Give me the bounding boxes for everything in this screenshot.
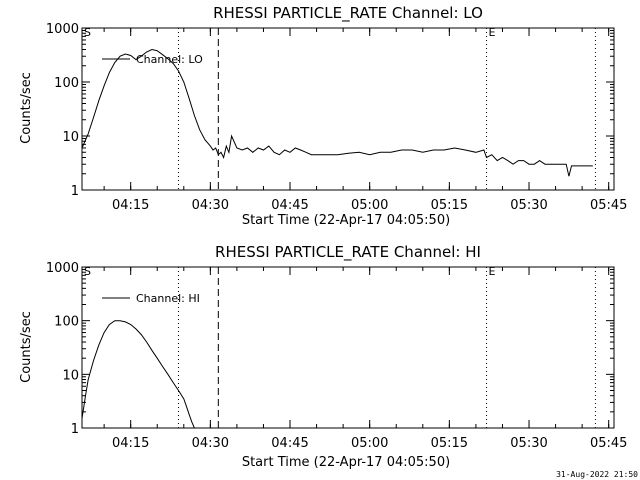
y-axis-label: Counts/sec (19, 72, 34, 144)
x-tick-label: 05:30 (510, 198, 547, 213)
y-axis-label: Counts/sec (19, 311, 34, 383)
y-tick-label: 1 (71, 422, 79, 437)
plot-frame (81, 266, 615, 429)
x-tick-label: 05:00 (351, 198, 388, 213)
y-tick-label: 1 (71, 184, 79, 199)
chart-title: RHESSI PARTICLE_RATE Channel: LO (213, 4, 483, 23)
x-tick-label: 05:45 (590, 198, 627, 213)
x-tick-label: 04:45 (271, 198, 308, 213)
series-line (82, 320, 195, 428)
x-tick-label: 04:30 (192, 198, 229, 213)
plot-frame (81, 27, 615, 191)
x-tick-label: 04:15 (112, 198, 149, 213)
time-marker-label: S (84, 265, 91, 278)
x-tick-label: 05:15 (431, 198, 468, 213)
x-tick-label: 04:45 (271, 436, 308, 451)
x-tick-label: 05:15 (431, 436, 468, 451)
time-marker-label: E (489, 265, 496, 278)
y-tick-label: 10 (62, 130, 79, 145)
y-tick-label: 10 (62, 368, 79, 383)
x-tick-label: 05:30 (510, 436, 547, 451)
x-tick-label: 05:45 (590, 436, 627, 451)
chart-title: RHESSI PARTICLE_RATE Channel: HI (215, 243, 481, 262)
legend-label: Channel: HI (136, 292, 200, 305)
series-line (82, 48, 593, 177)
chart-panel-hi: 1 10 100 1000 04:15 04:30 04:45 05:00 05:15 05:30… (46, 261, 628, 451)
chart-panel-lo: 1 10 100 1000 04:15 04:30 04:45 05:00 05:15 05:30… (46, 22, 628, 213)
y-tick-label: 1000 (46, 22, 79, 37)
legend-label: Channel: LO (136, 53, 203, 66)
y-tick-label: 100 (54, 315, 79, 330)
x-axis-label: Start Time (22-Apr-17 04:05:50) (242, 455, 450, 470)
time-marker-label: E (489, 26, 496, 39)
y-tick-label: 1000 (46, 261, 79, 276)
x-tick-label: 04:30 (192, 436, 229, 451)
x-tick-label: 04:15 (112, 436, 149, 451)
timestamp-stamp: 31-Aug-2022 21:50 (556, 470, 638, 479)
x-axis-label: Start Time (22-Apr-17 04:05:50) (242, 213, 450, 228)
x-tick-label: 05:00 (351, 436, 388, 451)
time-marker-label: S (84, 26, 91, 39)
y-tick-label: 100 (54, 76, 79, 91)
